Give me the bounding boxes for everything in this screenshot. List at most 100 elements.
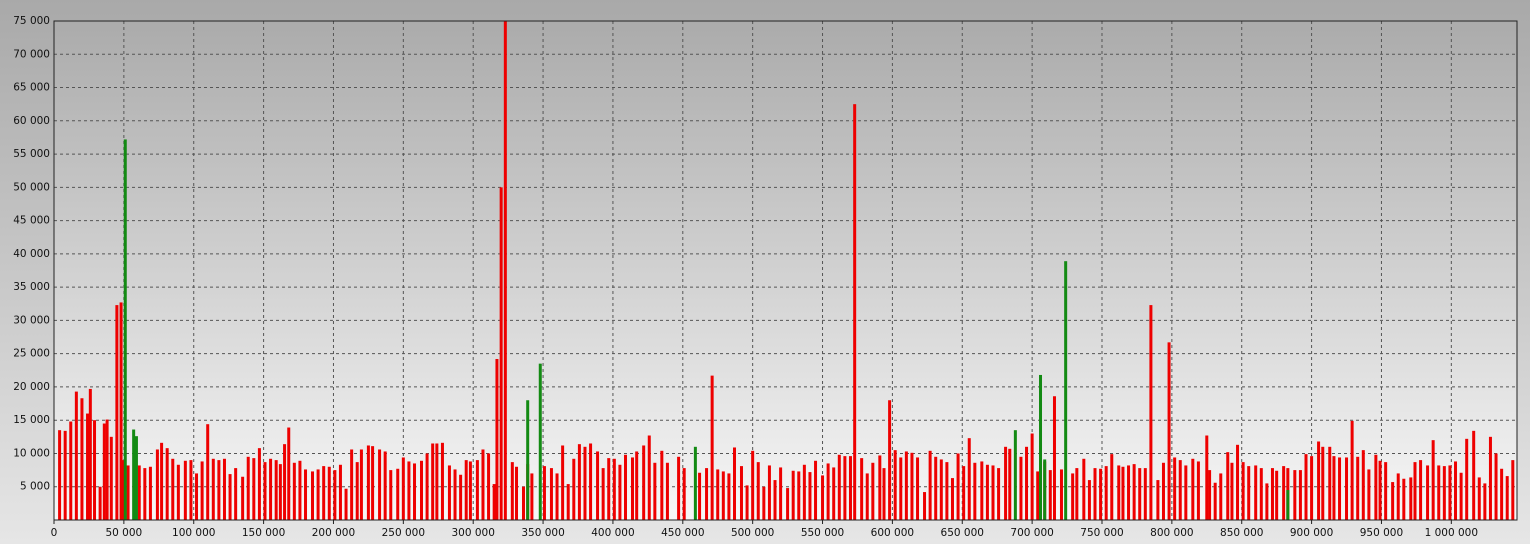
bar bbox=[916, 457, 920, 520]
bar bbox=[155, 449, 159, 520]
bar bbox=[1064, 261, 1068, 520]
bar bbox=[283, 444, 287, 520]
bar bbox=[1143, 468, 1147, 520]
bar bbox=[183, 460, 187, 520]
bar bbox=[710, 375, 714, 520]
bar bbox=[1282, 466, 1286, 520]
bar bbox=[1110, 454, 1114, 520]
bar bbox=[716, 469, 720, 520]
bar bbox=[904, 451, 908, 520]
y-tick-label: 65 000 bbox=[13, 82, 50, 94]
bar bbox=[278, 464, 282, 520]
bar bbox=[1213, 482, 1217, 520]
bar bbox=[572, 458, 576, 520]
bar bbox=[217, 460, 221, 520]
bar bbox=[1477, 477, 1481, 520]
bar bbox=[102, 423, 106, 520]
bar bbox=[1350, 420, 1354, 520]
bar bbox=[503, 21, 507, 520]
bar bbox=[848, 456, 852, 520]
bar bbox=[843, 456, 847, 520]
bar bbox=[1384, 462, 1388, 520]
bar bbox=[814, 460, 818, 520]
bar bbox=[950, 478, 954, 520]
bar bbox=[137, 465, 141, 520]
bar bbox=[647, 435, 651, 520]
y-tick-label: 50 000 bbox=[13, 181, 50, 193]
bar bbox=[419, 460, 423, 520]
bar bbox=[837, 454, 841, 520]
bar bbox=[316, 469, 320, 520]
bar bbox=[934, 456, 938, 520]
bar bbox=[1099, 468, 1103, 520]
bar bbox=[322, 466, 326, 520]
bar bbox=[366, 445, 370, 520]
x-tick-label: 950 000 bbox=[1360, 527, 1403, 539]
bar bbox=[1500, 468, 1504, 520]
bar bbox=[86, 413, 90, 520]
bar bbox=[973, 462, 977, 520]
y-tick-label: 15 000 bbox=[13, 414, 50, 426]
bar bbox=[1236, 444, 1240, 520]
bar bbox=[1361, 450, 1365, 520]
bar bbox=[1270, 468, 1274, 520]
bar bbox=[425, 453, 429, 520]
bar bbox=[1121, 466, 1125, 520]
bar bbox=[1431, 440, 1435, 520]
bar bbox=[195, 473, 199, 520]
bar bbox=[228, 474, 232, 520]
bar bbox=[1156, 480, 1160, 520]
bar bbox=[333, 470, 337, 520]
bar bbox=[1219, 473, 1223, 520]
bar bbox=[298, 460, 302, 520]
bar bbox=[176, 464, 180, 520]
bar bbox=[338, 464, 342, 520]
bar bbox=[1402, 478, 1406, 520]
bar bbox=[287, 427, 291, 520]
bar bbox=[589, 443, 593, 520]
y-tick-label: 30 000 bbox=[13, 314, 50, 326]
x-tick-label: 250 000 bbox=[382, 527, 425, 539]
bar bbox=[492, 484, 496, 520]
bar bbox=[74, 391, 78, 520]
bar bbox=[967, 438, 971, 520]
bar bbox=[860, 458, 864, 520]
bar bbox=[1298, 470, 1302, 520]
x-tick-label: 550 000 bbox=[801, 527, 844, 539]
bar bbox=[453, 469, 457, 520]
bar bbox=[1019, 456, 1023, 520]
bar bbox=[80, 398, 84, 520]
bar bbox=[653, 462, 657, 520]
bar bbox=[355, 462, 359, 520]
bar bbox=[1259, 468, 1263, 520]
x-tick-label: 600 000 bbox=[871, 527, 914, 539]
bar bbox=[143, 468, 147, 520]
bar bbox=[447, 465, 451, 520]
bar bbox=[1013, 430, 1017, 520]
y-tick-label: 45 000 bbox=[13, 215, 50, 227]
bar bbox=[63, 430, 67, 520]
bar bbox=[1161, 462, 1165, 520]
bar bbox=[126, 465, 130, 520]
bar bbox=[189, 460, 193, 520]
bar bbox=[252, 458, 256, 520]
bar bbox=[1321, 446, 1325, 520]
bar bbox=[98, 486, 102, 520]
bar bbox=[1075, 468, 1079, 520]
bar bbox=[727, 473, 731, 520]
bar bbox=[1426, 465, 1430, 520]
bar bbox=[1328, 446, 1332, 520]
bar bbox=[899, 457, 903, 520]
bar bbox=[773, 480, 777, 520]
bar bbox=[1488, 436, 1492, 520]
bar bbox=[832, 467, 836, 520]
x-tick-label: 650 000 bbox=[941, 527, 984, 539]
bar bbox=[401, 457, 405, 520]
bar bbox=[468, 461, 472, 520]
bar bbox=[1374, 454, 1378, 520]
bar bbox=[635, 451, 639, 520]
bar bbox=[359, 449, 363, 520]
bar bbox=[292, 462, 296, 520]
y-tick-label: 10 000 bbox=[13, 447, 50, 459]
bar bbox=[413, 463, 417, 520]
